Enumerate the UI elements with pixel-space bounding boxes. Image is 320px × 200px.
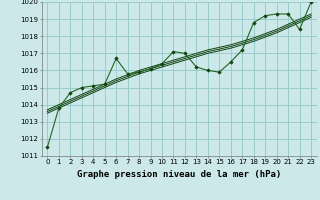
X-axis label: Graphe pression niveau de la mer (hPa): Graphe pression niveau de la mer (hPa)	[77, 170, 281, 179]
